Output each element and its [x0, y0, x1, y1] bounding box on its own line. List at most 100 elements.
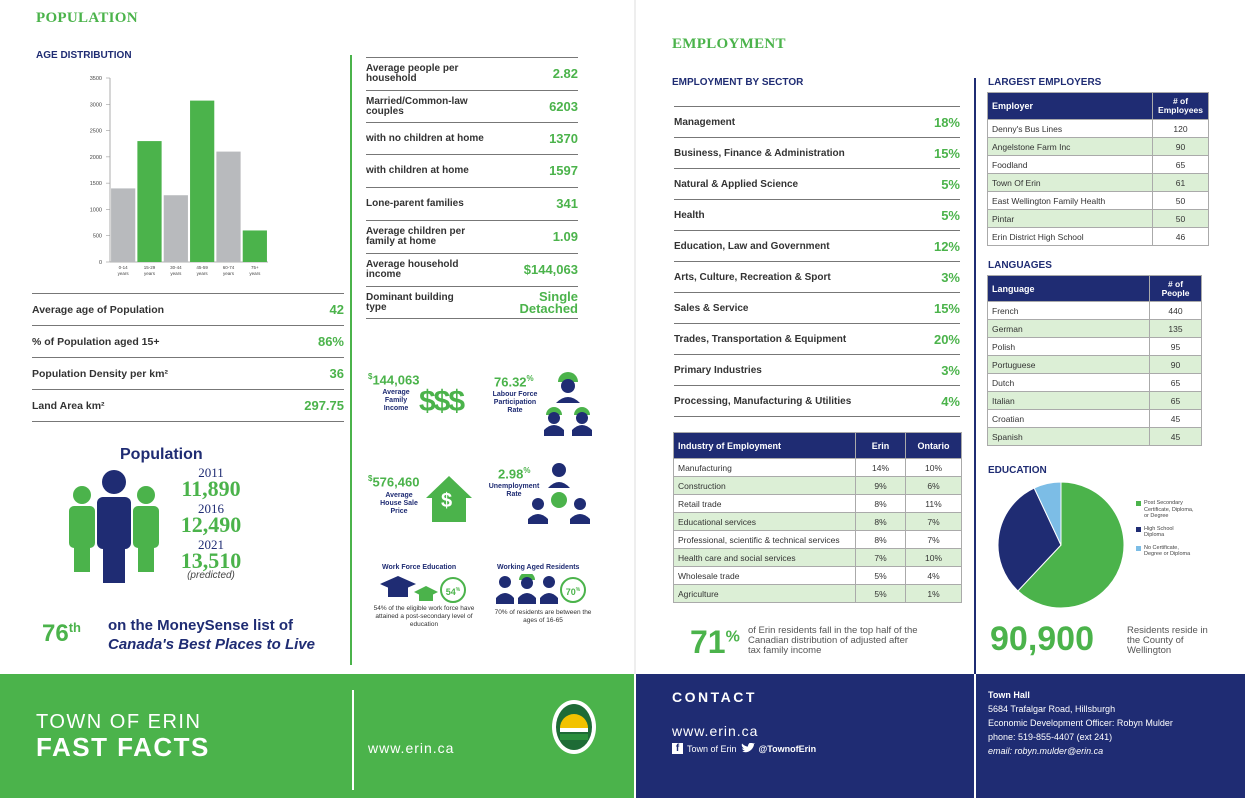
website-link[interactable]: www.erin.ca — [368, 740, 455, 756]
residents-text: Residents reside in the County of Wellin… — [1127, 625, 1208, 656]
twitter-icon[interactable] — [741, 743, 755, 754]
education-pie-chart — [997, 481, 1125, 609]
industry-name: Wholesale trade — [673, 566, 856, 585]
facebook-icon[interactable]: f — [672, 743, 683, 754]
household-value: 1597 — [549, 163, 578, 178]
employees-header: # of Employees — [1152, 92, 1209, 120]
sector-row: Processing, Manufacturing & Utilities 4% — [674, 385, 960, 417]
population-value: 12,490 — [180, 512, 242, 537]
x-tick-label: 75+ — [251, 265, 259, 270]
household-row: Average household income $144,063 — [366, 253, 578, 286]
house-price-number: 576,460 — [372, 474, 420, 490]
language-row: Portuguese 90 — [987, 355, 1202, 374]
workers-group-icon — [496, 574, 558, 604]
industry-row: Agriculture 5% 1% — [673, 584, 962, 603]
family-income-label: Average Family Income — [382, 389, 410, 412]
employer-row: Foodland 65 — [987, 155, 1209, 174]
x-tick-label: 0-14 — [119, 265, 129, 270]
erin-value: 8% — [855, 512, 906, 531]
town-hall-info: Town Hall 5684 Trafalgar Road, Hillsburg… — [988, 688, 1173, 758]
family-income-value: $144,063 — [368, 372, 419, 387]
erin-value: 9% — [855, 476, 906, 495]
employee-count: 50 — [1152, 191, 1209, 210]
languages-header-row: Language # of People — [987, 275, 1202, 302]
year-label: 2011 — [198, 465, 224, 480]
ontario-value: 10% — [905, 458, 962, 477]
population-value: 11,890 — [181, 476, 241, 501]
household-label: with children at home — [366, 165, 469, 176]
education-title: EDUCATION — [988, 465, 1047, 476]
phone: phone: 519-855-4407 (ext 241) — [988, 732, 1113, 742]
household-value: 341 — [556, 196, 578, 211]
language-row: Croatian 45 — [987, 409, 1202, 428]
facebook-link[interactable]: Town of Erin — [687, 743, 737, 754]
sector-value: 5% — [941, 176, 960, 192]
ontario-value: 4% — [905, 566, 962, 585]
y-tick-label: 500 — [93, 234, 102, 240]
employer-name: East Wellington Family Health — [987, 191, 1153, 210]
employer-name: Town Of Erin — [987, 173, 1153, 192]
income-percent: 71% — [690, 624, 740, 661]
employer-name: Pintar — [987, 209, 1153, 228]
age-bar — [216, 151, 241, 262]
people-icon — [69, 470, 159, 583]
industry-name: Retail trade — [673, 494, 856, 513]
working-aged-text: 70% of residents are between the ages of… — [494, 609, 592, 624]
erin-value: 14% — [855, 458, 906, 477]
footer-green: TOWN OF ERIN FAST FACTS www.erin.ca — [0, 674, 634, 798]
twitter-link[interactable]: @TownofErin — [758, 743, 817, 754]
legend-item: High School Diploma — [1136, 526, 1194, 539]
household-value: Single Detached — [519, 288, 578, 316]
page-gutter — [634, 0, 636, 674]
language-name: Croatian — [987, 409, 1150, 428]
sector-label: Arts, Culture, Recreation & Sport — [674, 271, 831, 283]
employers-header-row: Employer # of Employees — [987, 92, 1209, 120]
sector-label: Business, Finance & Administration — [674, 147, 845, 159]
industry-row: Health care and social services 7% 10% — [673, 548, 962, 567]
email-link[interactable]: email: robyn.mulder@erin.ca — [988, 746, 1104, 756]
language-name: French — [987, 301, 1150, 320]
ontario-value: 10% — [905, 548, 962, 567]
year-label: 2021 — [198, 537, 224, 552]
stat-label: Average age of Population — [32, 303, 165, 316]
employment-sector-title: EMPLOYMENT BY SECTOR — [672, 77, 804, 88]
ontario-value: 7% — [905, 530, 962, 549]
household-row: Average people per household 2.82 — [366, 57, 578, 90]
population-heading: Population — [120, 446, 203, 463]
employee-count: 61 — [1152, 173, 1209, 192]
household-label: Lone-parent families — [366, 198, 464, 209]
population-value: 13,510 — [180, 548, 242, 573]
x-tick-label: years — [144, 271, 156, 276]
sector-value: 12% — [933, 238, 960, 254]
stat-value: 36 — [329, 366, 344, 381]
people-count: 45 — [1149, 409, 1202, 428]
y-tick-label: 0 — [99, 260, 102, 266]
language-name: Portuguese — [987, 355, 1150, 374]
x-tick-label: 60-74 — [223, 265, 235, 270]
household-value: 2.82 — [552, 66, 578, 81]
employer-row: East Wellington Family Health 50 — [987, 191, 1209, 210]
pie-slice — [1033, 481, 1062, 546]
sector-label: Natural & Applied Science — [674, 178, 799, 190]
x-tick-label: years — [223, 271, 235, 276]
languages-table: Language # of People French 440 German 135… — [987, 275, 1202, 446]
population-years: 2011 11,890 2016 12,490 2021 13,510 (pre… — [166, 466, 256, 581]
stat-value: 297.75 — [304, 398, 344, 413]
contact-website-link[interactable]: www.erin.ca — [672, 723, 759, 739]
labour-number: 76.32 — [494, 374, 527, 390]
pie-slice — [997, 487, 1062, 592]
sector-label: Health — [674, 209, 705, 221]
industry-name: Professional, scientific & technical ser… — [673, 530, 856, 549]
work-pct: 54 — [445, 587, 456, 597]
people-count: 95 — [1149, 337, 1202, 356]
sector-row: Trades, Transportation & Equipment 20% — [674, 323, 960, 354]
legend-swatch — [1136, 526, 1141, 532]
sector-label: Education, Law and Government — [674, 240, 830, 252]
dollar-sign: $ — [368, 474, 373, 483]
contact-title: CONTACT — [672, 689, 757, 705]
language-row: Spanish 45 — [987, 427, 1202, 446]
unemployed-icon — [528, 463, 590, 524]
industry-row: Wholesale trade 5% 4% — [673, 566, 962, 585]
sector-label: Management — [674, 116, 736, 128]
industry-row: Manufacturing 14% 10% — [673, 458, 962, 477]
